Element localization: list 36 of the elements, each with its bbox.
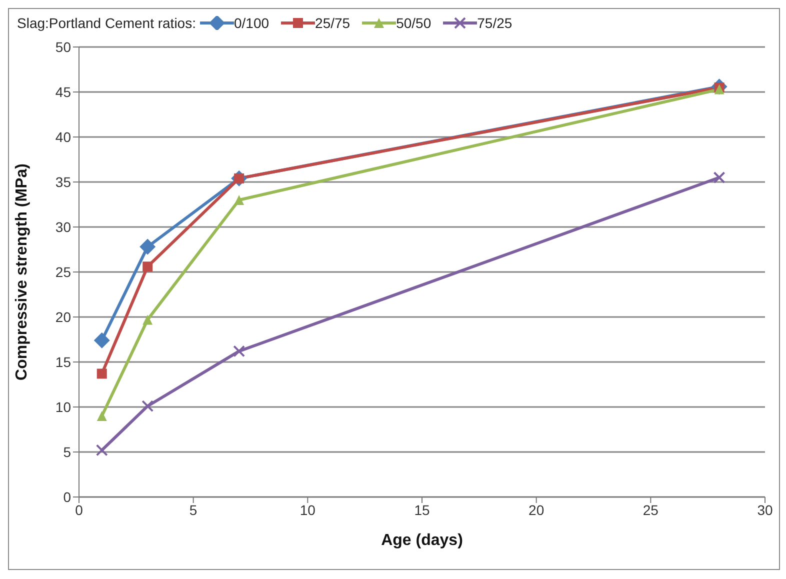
y-tick-label: 5 bbox=[63, 444, 72, 460]
y-tick-label: 15 bbox=[55, 354, 72, 370]
point bbox=[96, 444, 108, 456]
y-tick-label: 45 bbox=[55, 84, 72, 100]
y-tick-label: 50 bbox=[55, 38, 72, 55]
point bbox=[140, 238, 156, 255]
legend-label: 0/100 bbox=[234, 15, 270, 31]
legend-label: 75/25 bbox=[477, 15, 512, 31]
point bbox=[142, 400, 154, 412]
legend-title: Slag:Portland Cement ratios: bbox=[17, 15, 196, 31]
y-axis-title: Compressive strength (MPa) bbox=[14, 164, 31, 380]
point bbox=[96, 368, 107, 379]
point bbox=[142, 262, 153, 272]
y-tick-label: 35 bbox=[55, 174, 72, 190]
point bbox=[713, 172, 726, 184]
x-tick-label: 10 bbox=[300, 502, 316, 518]
legend-label: 25/75 bbox=[315, 15, 350, 31]
y-tick-label: 25 bbox=[55, 264, 72, 280]
x-axis-title: Age (days) bbox=[381, 532, 463, 549]
y-tick-label: 30 bbox=[55, 218, 72, 235]
x-tick-label: 30 bbox=[757, 502, 773, 518]
y-tick-label: 40 bbox=[55, 128, 72, 145]
point bbox=[94, 332, 110, 348]
y-tick-label: 20 bbox=[55, 308, 72, 325]
x-tick-label: 15 bbox=[414, 502, 430, 518]
x-tick-label: 20 bbox=[528, 502, 544, 518]
point bbox=[234, 195, 244, 205]
point bbox=[233, 345, 246, 358]
x-tick-label: 25 bbox=[642, 502, 659, 518]
x-tick-label: 0 bbox=[75, 502, 84, 518]
legend-label: 50/50 bbox=[396, 15, 432, 31]
y-tick-label: 0 bbox=[63, 488, 72, 505]
point bbox=[96, 411, 107, 421]
x-tick-label: 5 bbox=[189, 502, 198, 518]
point bbox=[142, 314, 153, 325]
y-tick-label: 10 bbox=[55, 398, 72, 415]
